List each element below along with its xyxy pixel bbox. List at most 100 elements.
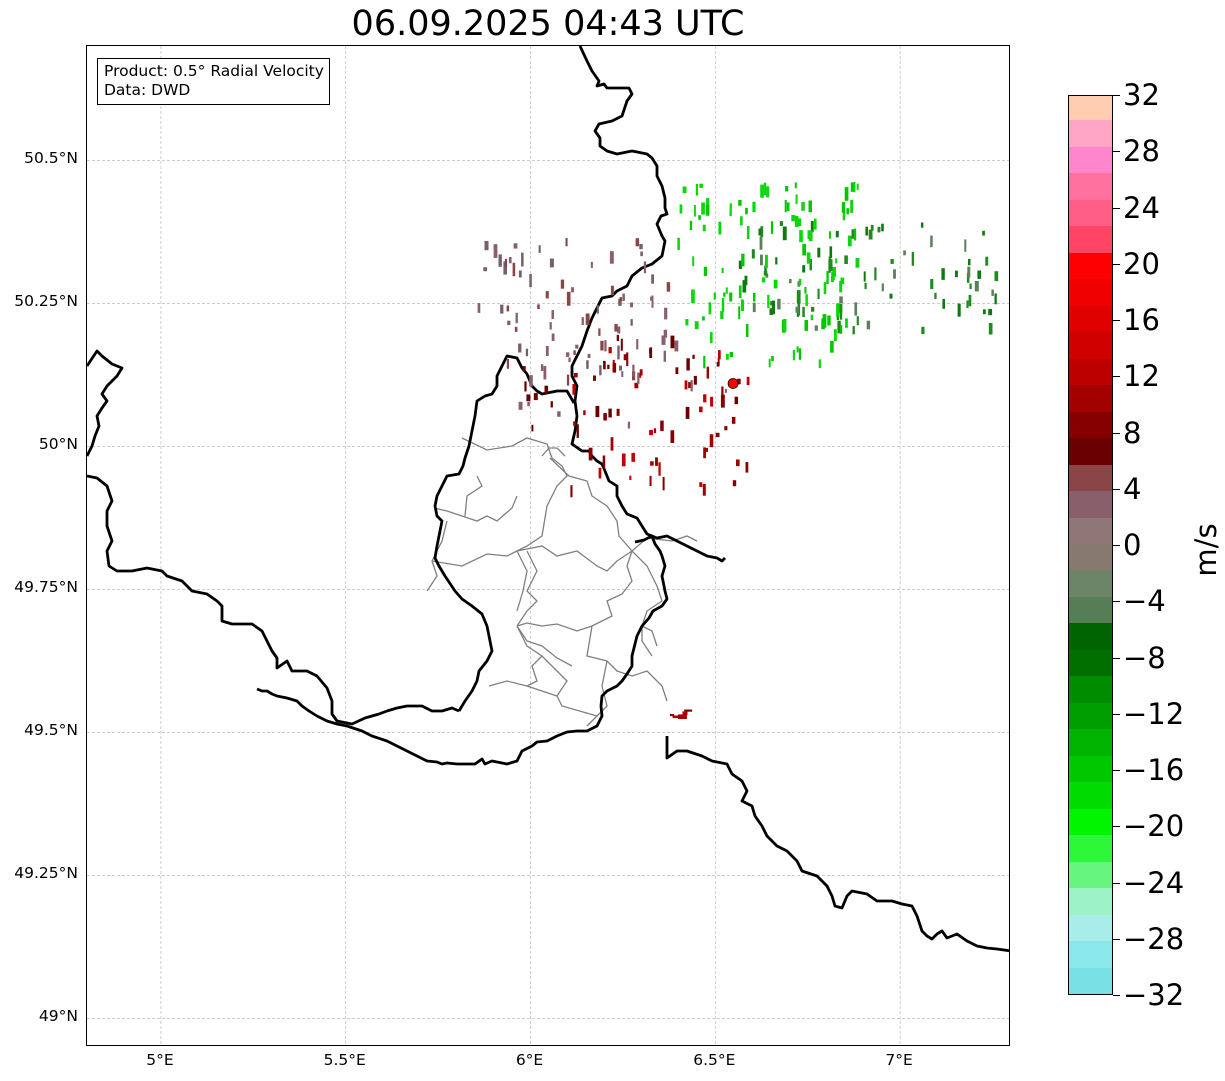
colorbar-segment bbox=[1069, 569, 1112, 597]
radar-site-marker[interactable] bbox=[727, 378, 739, 389]
lat-tick-label: 50.25°N bbox=[14, 292, 78, 311]
radar-echo bbox=[686, 358, 690, 371]
radar-echo bbox=[777, 298, 781, 310]
radar-echo bbox=[493, 244, 498, 258]
colorbar-segment bbox=[1069, 702, 1112, 730]
radar-echo bbox=[670, 335, 675, 349]
radar-echo bbox=[620, 338, 623, 351]
colorbar-tick bbox=[1113, 151, 1120, 153]
radar-echo bbox=[828, 259, 833, 272]
radar-echo bbox=[794, 215, 799, 227]
border-luxembourg-germany-east bbox=[256, 534, 669, 766]
radar-echo bbox=[911, 251, 914, 266]
radar-echo bbox=[521, 252, 524, 267]
radar-echo bbox=[957, 303, 961, 317]
radar-echo bbox=[618, 298, 622, 306]
colorbar-tick-label: 24 bbox=[1123, 190, 1160, 225]
radar-echo bbox=[619, 365, 622, 371]
radar-echo bbox=[694, 321, 699, 330]
colorbar-tick-label: −20 bbox=[1123, 809, 1185, 844]
colorbar-tick bbox=[1113, 432, 1120, 434]
radar-echo bbox=[551, 310, 554, 319]
radar-echo bbox=[808, 200, 812, 213]
border-belgium-north bbox=[87, 349, 124, 457]
radar-echo bbox=[653, 428, 657, 434]
radar-echo bbox=[994, 293, 997, 305]
radar-echo bbox=[845, 318, 848, 328]
radar-echo bbox=[737, 378, 741, 385]
radar-echo bbox=[795, 194, 798, 205]
radar-echo bbox=[868, 229, 873, 240]
radar-echo bbox=[930, 235, 933, 248]
radar-echo bbox=[533, 393, 538, 401]
radar-echo bbox=[964, 239, 967, 252]
radar-echo bbox=[985, 256, 989, 266]
radar-echo bbox=[634, 382, 639, 389]
radar-echo bbox=[779, 221, 783, 226]
radar-echo bbox=[889, 293, 893, 299]
colorbar-segment bbox=[1069, 914, 1112, 942]
radar-echo bbox=[650, 461, 654, 466]
province-border bbox=[631, 535, 698, 552]
radar-echo bbox=[724, 426, 728, 431]
radar-echo bbox=[608, 408, 612, 418]
radar-echo bbox=[586, 360, 589, 369]
radar-echo bbox=[823, 282, 827, 295]
colorbar-segment bbox=[1069, 252, 1112, 280]
radar-echo bbox=[702, 316, 705, 321]
radar-echo bbox=[967, 266, 971, 278]
radar-echo bbox=[637, 372, 640, 384]
map-panel[interactable] bbox=[86, 45, 1010, 1046]
province-border bbox=[586, 625, 668, 702]
radar-echo bbox=[695, 183, 699, 196]
radar-echo bbox=[792, 350, 795, 361]
colorbar-tick bbox=[1113, 882, 1120, 884]
lat-tick-label: 49.25°N bbox=[14, 864, 78, 883]
radar-echo bbox=[706, 366, 709, 379]
radar-echo bbox=[549, 258, 554, 268]
radar-echo bbox=[682, 186, 687, 193]
radar-echo bbox=[617, 326, 621, 334]
colorbar-tick bbox=[1113, 376, 1120, 378]
colorbar-segment bbox=[1069, 119, 1112, 147]
radar-echo bbox=[699, 183, 703, 188]
radar-echo bbox=[822, 314, 827, 328]
radar-echo bbox=[839, 296, 843, 304]
radar-echo bbox=[804, 320, 808, 331]
radar-echo bbox=[639, 244, 643, 250]
radar-echo bbox=[941, 268, 945, 280]
radar-echo bbox=[966, 300, 969, 309]
radar-echo bbox=[881, 223, 884, 232]
radar-echo bbox=[773, 279, 778, 289]
radar-echo bbox=[942, 298, 945, 309]
radar-echo bbox=[850, 182, 854, 192]
radar-echo bbox=[692, 354, 695, 359]
colorbar-segment bbox=[1069, 172, 1112, 200]
radar-echo bbox=[526, 394, 531, 402]
radar-echo bbox=[802, 265, 806, 273]
radar-echo bbox=[866, 320, 871, 330]
province-border bbox=[631, 550, 663, 657]
lon-tick-label: 6°E bbox=[515, 1051, 544, 1069]
radar-echo bbox=[752, 302, 756, 313]
radar-echo bbox=[817, 288, 820, 299]
radar-echo bbox=[693, 205, 696, 217]
radar-echo bbox=[677, 237, 680, 251]
radar-echo bbox=[662, 477, 665, 491]
map-title: 06.09.2025 04:43 UTC bbox=[351, 4, 745, 44]
radar-echo bbox=[784, 200, 787, 213]
radar-echo bbox=[565, 238, 568, 247]
lon-tick-label: 5.5°E bbox=[323, 1051, 366, 1069]
map-canvas[interactable] bbox=[87, 46, 1010, 1046]
colorbar-segment bbox=[1069, 464, 1112, 492]
province-border bbox=[541, 447, 566, 457]
radar-echo bbox=[855, 257, 860, 268]
country-borders bbox=[87, 46, 1009, 953]
colorbar-tick bbox=[1113, 320, 1120, 321]
radar-echo bbox=[603, 413, 607, 421]
radar-echo bbox=[844, 255, 848, 264]
radar-echo bbox=[512, 262, 516, 277]
radar-echo bbox=[839, 312, 843, 320]
radar-echo bbox=[651, 295, 654, 308]
radar-echo bbox=[881, 283, 884, 292]
